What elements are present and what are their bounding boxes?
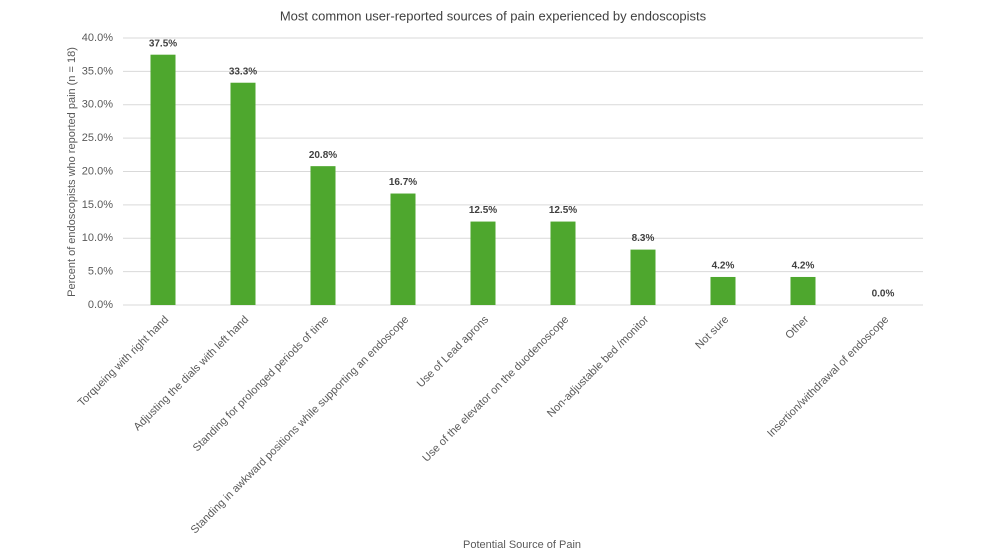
- value-label: 4.2%: [792, 261, 815, 272]
- bar: [790, 276, 816, 305]
- y-tick-label: 0.0%: [88, 299, 113, 311]
- y-tick-label: 15.0%: [82, 199, 113, 211]
- bar: [150, 54, 176, 305]
- bar: [630, 249, 656, 305]
- bar: [390, 193, 416, 305]
- x-tick-label: Standing for prolonged periods of time: [191, 314, 331, 454]
- value-label: 12.5%: [549, 205, 577, 216]
- y-tick-label: 10.0%: [82, 232, 113, 244]
- value-label: 12.5%: [469, 205, 497, 216]
- y-tick-label: 20.0%: [82, 165, 113, 177]
- x-tick-label: Not sure: [693, 314, 731, 352]
- value-label: 33.3%: [229, 66, 257, 77]
- value-label: 0.0%: [872, 289, 895, 300]
- x-tick-label: Torqueing with right hand: [76, 314, 171, 409]
- y-tick-label: 40.0%: [82, 32, 113, 44]
- y-tick-label: 5.0%: [88, 266, 113, 278]
- x-tick-label: Use of Lead aprons: [415, 313, 492, 390]
- bar: [710, 276, 736, 305]
- value-label: 37.5%: [149, 38, 177, 49]
- y-tick-label: 35.0%: [82, 65, 113, 77]
- value-label: 16.7%: [389, 177, 417, 188]
- y-tick-label: 30.0%: [82, 99, 113, 111]
- bar: [310, 166, 336, 305]
- bar: [470, 221, 496, 305]
- x-tick-label: Other: [783, 313, 811, 341]
- bar: [230, 82, 256, 305]
- chart-title: Most common user-reported sources of pai…: [280, 8, 707, 23]
- x-axis-title: Potential Source of Pain: [463, 539, 581, 551]
- y-tick-label: 25.0%: [82, 132, 113, 144]
- value-label: 8.3%: [632, 233, 655, 244]
- y-axis-title: Percent of endoscopists who reported pai…: [66, 47, 78, 297]
- x-tick-label: Use of the elevator on the duodenoscope: [420, 314, 571, 465]
- value-label: 20.8%: [309, 150, 337, 161]
- value-label: 4.2%: [712, 261, 735, 272]
- bar: [550, 221, 576, 305]
